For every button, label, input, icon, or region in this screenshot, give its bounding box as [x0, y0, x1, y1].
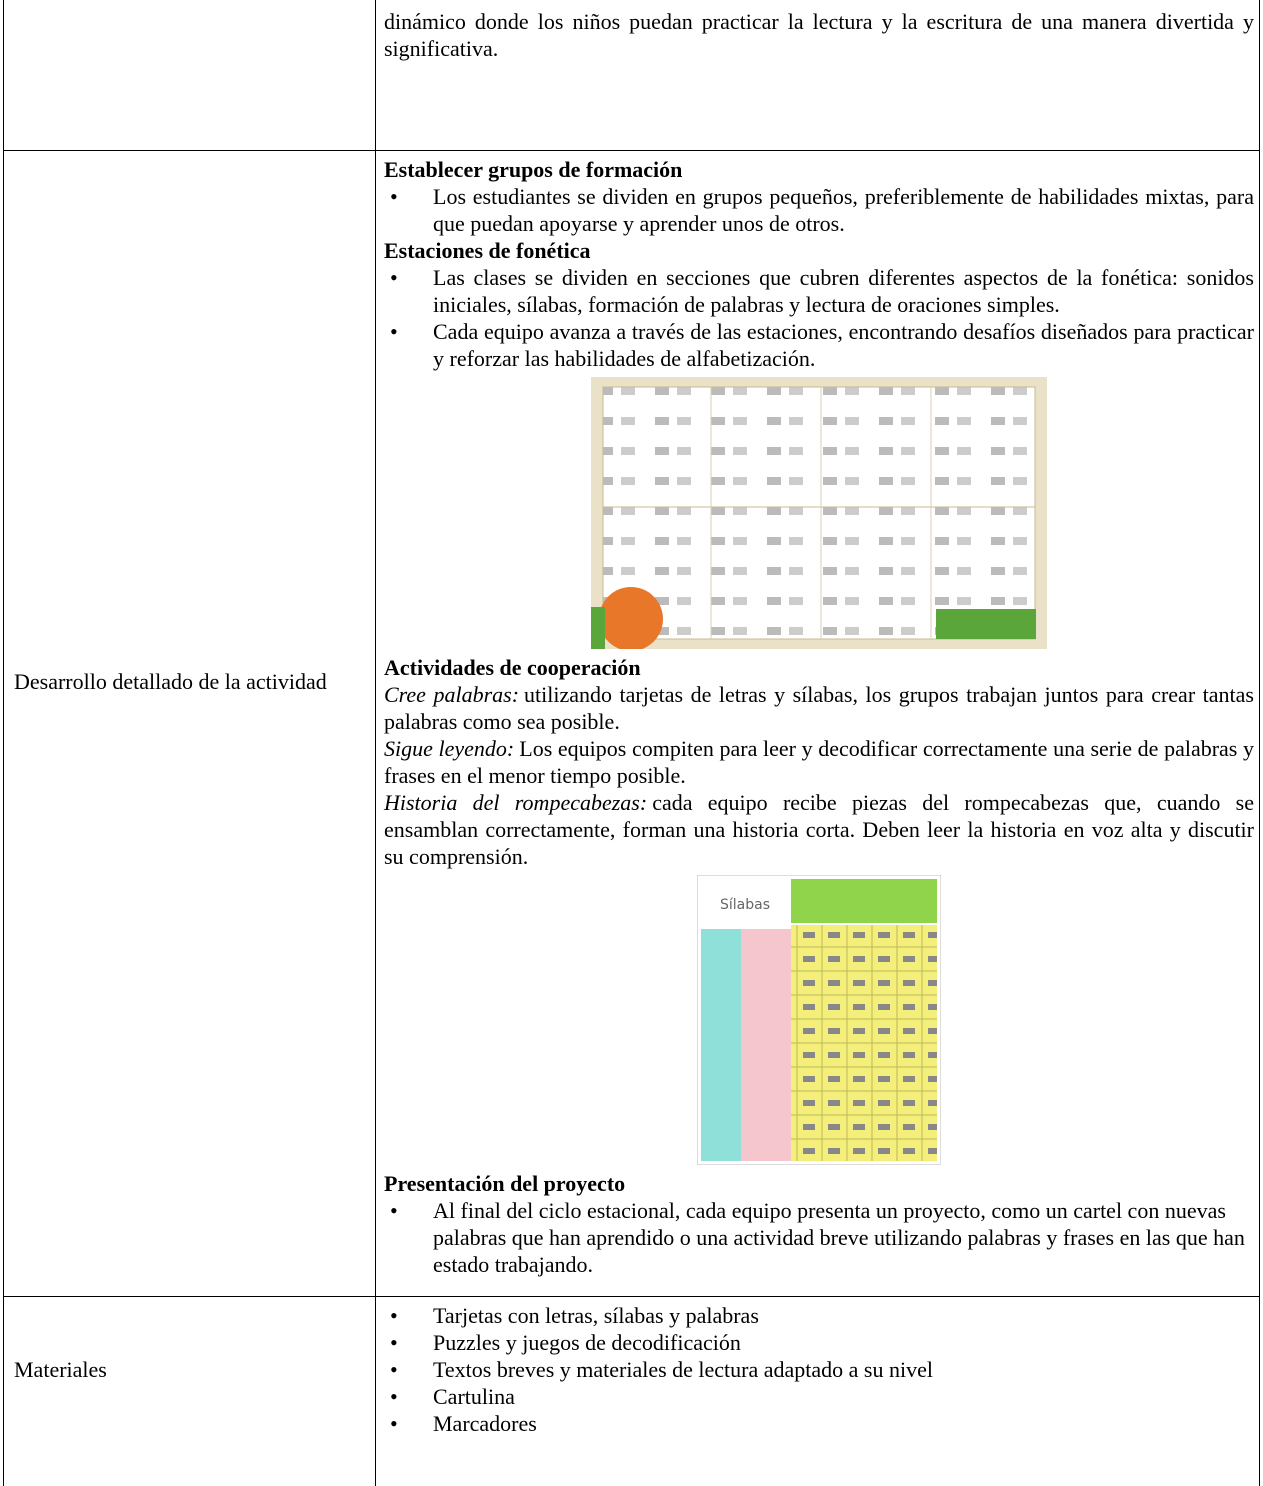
bullet: Cartulina — [384, 1383, 1254, 1410]
image-decoration — [591, 607, 605, 649]
image-column — [701, 929, 741, 1161]
cell: dinámico donde los niños puedan practica… — [384, 8, 1254, 62]
cell: Tarjetas con letras, sílabas y palabras … — [384, 1302, 1254, 1437]
list: Al final del ciclo estacional, cada equi… — [384, 1197, 1254, 1278]
syllables-image: Sílabas — [697, 875, 941, 1165]
bullet: Tarjetas con letras, sílabas y palabras — [384, 1302, 1254, 1329]
image-grid — [602, 386, 1036, 640]
paragraph: dinámico donde los niños puedan practica… — [384, 9, 1254, 61]
image-header — [791, 879, 937, 923]
image-label: Sílabas — [720, 897, 770, 913]
phonics-image — [591, 377, 1047, 649]
heading: Estaciones de fonética — [384, 238, 591, 263]
list: Tarjetas con letras, sílabas y palabras … — [384, 1302, 1254, 1437]
list: Las clases se dividen en secciones que c… — [384, 264, 1254, 372]
table-border — [1259, 0, 1260, 1486]
paragraph: Cree palabras: utilizando tarjetas de let… — [384, 681, 1254, 735]
column-divider — [375, 0, 376, 1486]
row-divider — [3, 150, 1260, 151]
row-label: Desarrollo detallado de la actividad — [14, 668, 354, 695]
image-decoration — [936, 609, 1036, 639]
paragraph: Historia del rompecabezas: cada equipo re… — [384, 789, 1254, 870]
label: Desarrollo detallado de la actividad — [14, 669, 327, 694]
cell: Establecer grupos de formación Los estud… — [384, 156, 1254, 1278]
bullet: Cada equipo avanza a través de las estac… — [384, 318, 1254, 372]
term: Sigue leyendo: — [384, 736, 515, 761]
heading: Actividades de cooperación — [384, 655, 641, 680]
table-border — [3, 0, 4, 1486]
paragraph: Sigue leyendo: Los equipos compiten para … — [384, 735, 1254, 789]
image-column — [741, 929, 791, 1161]
list: Los estudiantes se dividen en grupos peq… — [384, 183, 1254, 237]
text: utilizando tarjetas de letras y sílabas,… — [384, 682, 1254, 734]
image-decoration — [599, 587, 663, 649]
label: Materiales — [14, 1357, 107, 1382]
bullet: Marcadores — [384, 1410, 1254, 1437]
bullet: Puzzles y juegos de decodificación — [384, 1329, 1254, 1356]
bullet: Al final del ciclo estacional, cada equi… — [384, 1197, 1254, 1278]
row-divider — [3, 1296, 1260, 1297]
term: Historia del rompecabezas: — [384, 790, 648, 815]
bullet: Las clases se dividen en secciones que c… — [384, 264, 1254, 318]
heading: Establecer grupos de formación — [384, 157, 683, 182]
image-grid — [791, 925, 937, 1161]
text: cada equipo recibe piezas del rompecabez… — [384, 790, 1254, 869]
bullet: Los estudiantes se dividen en grupos peq… — [384, 183, 1254, 237]
term: Cree palabras: — [384, 682, 520, 707]
heading: Presentación del proyecto — [384, 1171, 626, 1196]
bullet: Textos breves y materiales de lectura ad… — [384, 1356, 1254, 1383]
text: Los equipos compiten para leer y decodif… — [384, 736, 1255, 788]
row-label: Materiales — [14, 1356, 354, 1383]
